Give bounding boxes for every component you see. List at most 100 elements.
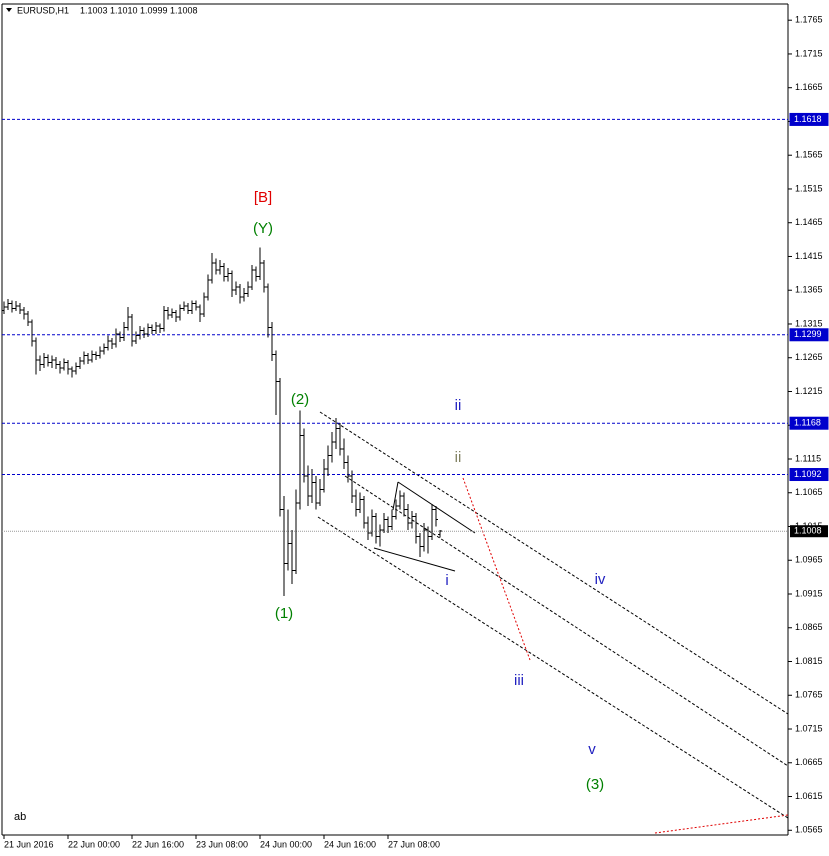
ohlc-bar xyxy=(422,523,426,552)
x-tick-label: 22 Jun 00:00 xyxy=(68,839,120,849)
ohlc-bar xyxy=(306,465,310,507)
ohlc-bar xyxy=(430,504,434,540)
ohlc-bar xyxy=(82,351,86,365)
ohlc-bar xyxy=(214,258,218,275)
channel-middle xyxy=(344,475,789,767)
ohlc-bar xyxy=(6,299,10,310)
header-high: 1.1010 xyxy=(110,5,138,15)
ohlc-bar xyxy=(274,350,278,416)
ohlc-bar xyxy=(262,259,266,293)
ohlc-bar xyxy=(426,526,430,554)
y-tick-label: 1.0815 xyxy=(795,656,823,666)
ohlc-bar xyxy=(302,428,306,483)
ohlc-bar xyxy=(162,305,166,332)
ohlc-bar xyxy=(270,321,274,362)
ohlc-bar xyxy=(330,431,334,463)
ohlc-bar xyxy=(250,265,254,291)
channel-upper xyxy=(319,411,789,715)
wave-label: (1) xyxy=(275,605,293,622)
ohlc-bar xyxy=(134,331,138,345)
ohlc-bar xyxy=(246,281,250,297)
ohlc-bar xyxy=(154,321,158,335)
y-tick-label: 1.1065 xyxy=(795,487,823,497)
ohlc-bar xyxy=(390,509,394,530)
wave-label: iv xyxy=(595,571,606,588)
ohlc-bar xyxy=(346,455,350,483)
ohlc-bar xyxy=(2,301,6,314)
y-tick-label: 1.1315 xyxy=(795,318,823,328)
level-label: 1.1299 xyxy=(794,329,822,339)
ohlc-bar xyxy=(414,512,418,544)
ohlc-bar xyxy=(322,458,326,493)
y-tick-label: 1.0865 xyxy=(795,622,823,632)
ohlc-bar xyxy=(394,499,398,520)
ohlc-bar xyxy=(90,350,94,363)
y-tick-label: 1.1115 xyxy=(795,453,821,463)
wave-label: (Y) xyxy=(253,220,273,237)
ohlc-bar xyxy=(50,355,54,368)
wave-label: [B] xyxy=(254,189,272,206)
ohlc-bar xyxy=(326,445,330,476)
ohlc-bar xyxy=(94,351,98,360)
wave-label: v xyxy=(588,741,596,758)
ohlc-bar xyxy=(218,259,222,275)
ohlc-bar xyxy=(374,512,378,544)
ohlc-bar xyxy=(98,346,102,359)
ohlc-bar xyxy=(226,267,230,282)
ohlc-bar xyxy=(130,313,134,347)
ohlc-bar xyxy=(166,307,170,320)
y-tick-label: 1.0715 xyxy=(795,723,823,733)
ohlc-bar xyxy=(198,304,202,322)
wave-label: iii xyxy=(514,672,524,689)
ohlc-bar xyxy=(242,288,246,302)
triangle-lower xyxy=(373,547,456,572)
ohlc-bar xyxy=(178,304,182,321)
ohlc-bar xyxy=(22,307,26,320)
ohlc-bar xyxy=(14,301,18,312)
ohlc-bar xyxy=(58,361,62,374)
red-trendline xyxy=(462,477,531,661)
ohlc-bar xyxy=(378,524,382,547)
ohlc-bar xyxy=(370,509,374,537)
ohlc-bar xyxy=(402,492,406,517)
level-label-box xyxy=(789,416,829,430)
ohlc-bar xyxy=(190,300,194,314)
y-tick-label: 1.0915 xyxy=(795,588,823,598)
level-label-box xyxy=(789,112,829,126)
ohlc-bar xyxy=(158,323,162,333)
x-tick-label: 23 Jun 08:00 xyxy=(196,839,248,849)
ohlc-bar xyxy=(310,469,314,503)
ohlc-bar xyxy=(182,301,186,312)
triangle-side xyxy=(392,481,399,511)
ohlc-bar xyxy=(358,492,362,513)
ohlc-bar xyxy=(26,311,30,327)
header-open: 1.1003 xyxy=(80,5,108,15)
y-tick-label: 1.1265 xyxy=(795,352,823,362)
ohlc-bar xyxy=(234,281,238,295)
ohlc-bar xyxy=(338,423,342,456)
ohlc-bar xyxy=(62,358,66,371)
y-tick-label: 1.1765 xyxy=(795,15,823,25)
ohlc-bar xyxy=(170,308,174,318)
ohlc-bar xyxy=(34,337,38,375)
ohlc-bar xyxy=(186,303,190,314)
ohlc-bar xyxy=(334,417,338,449)
ohlc-bar xyxy=(210,253,214,284)
header-low: 1.0999 xyxy=(140,5,168,15)
ohlc-bar xyxy=(150,324,154,335)
wave-label: ii xyxy=(455,397,462,414)
ohlc-bar xyxy=(294,489,298,574)
y-tick-label: 1.1665 xyxy=(795,82,823,92)
wave-label: (2) xyxy=(291,391,309,408)
ohlc-bar xyxy=(70,366,74,378)
ohlc-bar xyxy=(30,319,34,347)
ohlc-bar xyxy=(238,284,242,304)
level-label-box xyxy=(789,468,829,482)
level-label: 1.1092 xyxy=(794,469,822,479)
ohlc-bar xyxy=(126,307,130,331)
symbol: EURUSD,H1 xyxy=(17,5,69,15)
ohlc-bar xyxy=(366,516,370,540)
ohlc-bar xyxy=(42,353,46,368)
